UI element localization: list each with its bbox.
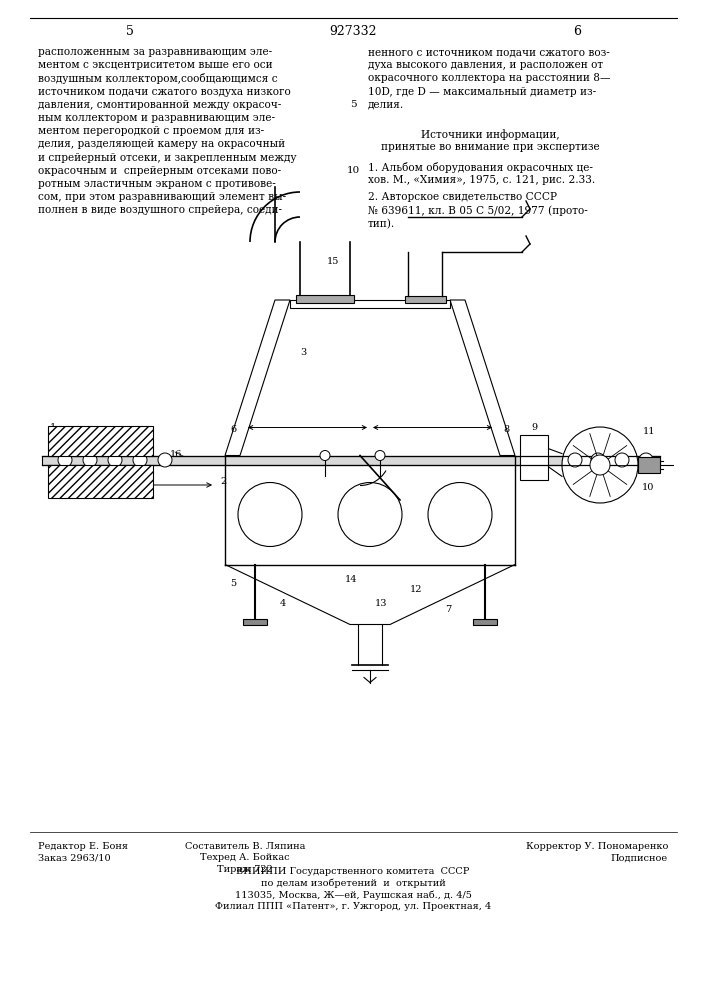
Text: ным коллектором и разравнивающим эле-: ным коллектором и разравнивающим эле- <box>38 113 275 123</box>
Text: 10D, где D — максимальный диаметр из-: 10D, где D — максимальный диаметр из- <box>368 87 596 97</box>
Text: ментом с эксцентриситетом выше его оси: ментом с эксцентриситетом выше его оси <box>38 60 273 70</box>
Circle shape <box>108 453 122 467</box>
Text: 3: 3 <box>300 348 306 357</box>
Text: окрасочного коллектора на расстоянии 8—: окрасочного коллектора на расстоянии 8— <box>368 73 611 83</box>
Text: 10: 10 <box>346 166 360 175</box>
Text: 113035, Москва, Ж—ей, Раушская наб., д. 4/5: 113035, Москва, Ж—ей, Раушская наб., д. … <box>235 890 472 900</box>
Circle shape <box>590 455 610 475</box>
Text: 5: 5 <box>230 580 236 588</box>
Text: по делам изобретений  и  открытий: по делам изобретений и открытий <box>261 879 445 888</box>
Polygon shape <box>450 300 515 456</box>
Text: № 639611, кл. В 05 С 5/02, 1977 (прото-: № 639611, кл. В 05 С 5/02, 1977 (прото- <box>368 205 588 216</box>
Text: 9: 9 <box>531 423 537 432</box>
Text: и спрейерный отсеки, и закрепленным между: и спрейерный отсеки, и закрепленным межд… <box>38 153 296 163</box>
Text: 5: 5 <box>126 25 134 38</box>
Text: 13: 13 <box>375 599 387 608</box>
Text: 2: 2 <box>220 477 226 486</box>
Bar <box>473 618 497 624</box>
Text: сом, при этом разравнивающий элемент вы-: сом, при этом разравнивающий элемент вы- <box>38 192 286 202</box>
Text: 927332: 927332 <box>329 25 377 38</box>
Text: Заказ 2963/10: Заказ 2963/10 <box>38 854 110 862</box>
Text: 14: 14 <box>345 574 358 584</box>
Text: 8: 8 <box>503 424 509 434</box>
Circle shape <box>320 450 330 460</box>
Bar <box>243 618 267 624</box>
Text: ненного с источником подачи сжатого воз-: ненного с источником подачи сжатого воз- <box>368 47 609 57</box>
Text: источником подачи сжатого воздуха низкого: источником подачи сжатого воздуха низког… <box>38 87 291 97</box>
Bar <box>520 435 548 480</box>
Text: делия.: делия. <box>368 100 404 110</box>
Text: Тираж 722: Тираж 722 <box>217 865 273 874</box>
Bar <box>405 296 446 303</box>
Bar <box>42 456 660 464</box>
Circle shape <box>568 453 582 467</box>
Text: хов. М., «Химия», 1975, с. 121, рис. 2.33.: хов. М., «Химия», 1975, с. 121, рис. 2.3… <box>368 175 595 185</box>
Text: 5: 5 <box>350 100 356 109</box>
Text: 1: 1 <box>50 424 57 432</box>
Text: 10: 10 <box>642 483 654 491</box>
Circle shape <box>562 427 638 503</box>
Bar <box>296 295 354 303</box>
Text: ротным эластичным экраном с противове-: ротным эластичным экраном с противове- <box>38 179 276 189</box>
Text: Подписное: Подписное <box>611 854 668 862</box>
Circle shape <box>238 483 302 546</box>
Bar <box>290 300 450 308</box>
Text: 15: 15 <box>327 257 339 266</box>
Text: воздушным коллектором,сообщающимся с: воздушным коллектором,сообщающимся с <box>38 73 278 84</box>
Text: Техред А. Бойкас: Техред А. Бойкас <box>200 854 290 862</box>
Circle shape <box>375 450 385 460</box>
Text: 4: 4 <box>280 599 286 608</box>
Text: расположенным за разравнивающим эле-: расположенным за разравнивающим эле- <box>38 47 272 57</box>
Text: делия, разделяющей камеру на окрасочный: делия, разделяющей камеру на окрасочный <box>38 139 285 149</box>
Text: Редактор Е. Боня: Редактор Е. Боня <box>38 842 128 851</box>
Text: полнен в виде воздушного спрейера, соеди-: полнен в виде воздушного спрейера, соеди… <box>38 205 282 215</box>
Text: 7: 7 <box>445 604 451 613</box>
Text: тип).: тип). <box>368 219 395 229</box>
Text: Филиал ППП «Патент», г. Ужгород, ул. Проектная, 4: Филиал ППП «Патент», г. Ужгород, ул. Про… <box>215 902 491 911</box>
Text: ВНИИПИ Государственного комитета  СССР: ВНИИПИ Государственного комитета СССР <box>236 867 469 876</box>
Text: Корректор У. Пономаренко: Корректор У. Пономаренко <box>525 842 668 851</box>
Text: 11: 11 <box>643 427 655 436</box>
Text: 16: 16 <box>170 450 182 459</box>
Text: 6: 6 <box>573 25 581 38</box>
Text: 1. Альбом оборудования окрасочных це-: 1. Альбом оборудования окрасочных це- <box>368 162 593 173</box>
Bar <box>48 426 153 456</box>
Bar <box>638 456 660 473</box>
Circle shape <box>428 483 492 546</box>
Text: давления, смонтированной между окрасоч-: давления, смонтированной между окрасоч- <box>38 100 281 110</box>
Text: 6: 6 <box>230 424 236 434</box>
Circle shape <box>615 453 629 467</box>
Bar <box>48 464 153 497</box>
Text: духа высокого давления, и расположен от: духа высокого давления, и расположен от <box>368 60 603 70</box>
Text: Составитель В. Ляпина: Составитель В. Ляпина <box>185 842 305 851</box>
Circle shape <box>133 453 147 467</box>
Text: 2. Авторское свидетельство СССР: 2. Авторское свидетельство СССР <box>368 192 557 202</box>
Text: принятые во внимание при экспертизе: принятые во внимание при экспертизе <box>380 142 600 152</box>
Circle shape <box>338 483 402 546</box>
Circle shape <box>591 453 605 467</box>
Text: 12: 12 <box>410 584 423 593</box>
Text: Источники информации,: Источники информации, <box>421 129 559 140</box>
Circle shape <box>58 453 72 467</box>
Polygon shape <box>225 300 290 456</box>
Circle shape <box>83 453 97 467</box>
Circle shape <box>158 453 172 467</box>
Circle shape <box>639 453 653 467</box>
Text: ментом перегородкой с проемом для из-: ментом перегородкой с проемом для из- <box>38 126 264 136</box>
Text: окрасочным и  спрейерным отсеками пово-: окрасочным и спрейерным отсеками пово- <box>38 166 281 176</box>
